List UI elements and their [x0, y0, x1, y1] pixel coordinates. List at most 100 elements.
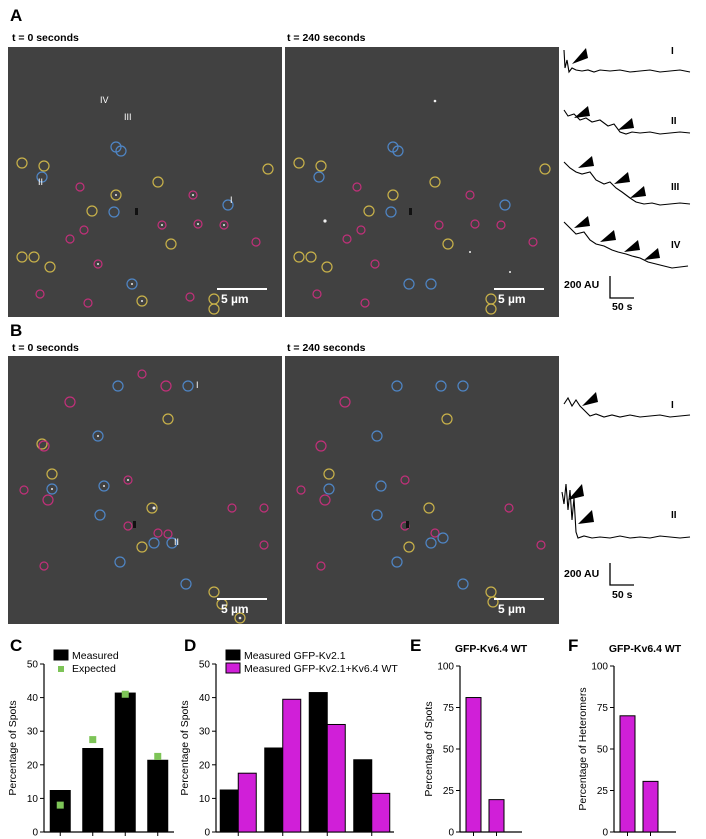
- panel-f-label: F: [568, 636, 579, 655]
- panel-b-scale-text-left: 5 µm: [221, 602, 249, 616]
- chart-d-ytick-label: 0: [204, 828, 210, 839]
- chart-e-ytick-label: 50: [443, 745, 455, 756]
- chart-f-ytick-label: 0: [602, 828, 608, 839]
- chart-f-bar: [642, 780, 659, 833]
- panel-b-image-t240: 5 µm: [285, 356, 559, 624]
- panel-a-amp-scale: 200 AU: [564, 279, 599, 291]
- chart-e-ytick-label: 25: [443, 786, 455, 797]
- chart-d-ytick-label: 50: [199, 660, 211, 671]
- chart-e-ytick-label: 100: [437, 662, 454, 673]
- chart-c-expected-marker: [89, 736, 97, 744]
- chart-c-bar: [49, 790, 71, 832]
- panel-b-left-title: t = 0 seconds: [12, 342, 79, 354]
- panel-a-spot-label-ii: II: [38, 177, 44, 187]
- chart-c-expected-marker: [56, 801, 64, 809]
- chart-c-ytick-label: 30: [27, 727, 39, 738]
- chart-c-ytick-label: 20: [27, 760, 39, 771]
- chart-c-ylabel: Percentage of Spots: [7, 700, 19, 795]
- chart-d-ytick-label: 20: [199, 760, 211, 771]
- chart-c-legend-swatch: [53, 649, 69, 661]
- panel-a-spot-label-iii: III: [124, 112, 132, 122]
- chart-d-legend-label: Measured GFP-Kv2.1+Kv6.4 WT: [244, 663, 398, 675]
- panel-b-scale-bar-left: [217, 598, 267, 600]
- chart-d-bar: [353, 759, 373, 833]
- chart-c-expected-marker: [121, 690, 129, 698]
- panel-a-trace-label-ii: II: [671, 116, 677, 127]
- panel-a-trace-label-iii: III: [671, 182, 680, 193]
- chart-c-ytick-label: 10: [27, 794, 39, 805]
- panel-a-scale-bar-right: [494, 288, 544, 290]
- panel-a-scale-bar-left: [217, 288, 267, 290]
- chart-d-ylabel: Percentage of Spots: [179, 700, 191, 795]
- panel-b-traces: I II 200 AU 50 s: [561, 392, 691, 601]
- chart-d-bar: [326, 723, 346, 833]
- panel-e-label: E: [410, 636, 422, 655]
- chart-e-ytick-label: 0: [448, 828, 454, 839]
- panel-b-image-t0: I II 5 µm: [8, 356, 282, 624]
- chart-c-ytick-label: 50: [27, 660, 39, 671]
- panel-b-trace-label-i: I: [671, 400, 674, 411]
- panel-b-time-scale: 50 s: [612, 589, 633, 601]
- panel-a-spots-t240: [293, 99, 551, 315]
- chart-d-bar: [308, 692, 328, 833]
- chart-c-expected-marker: [154, 752, 162, 760]
- chart-f-ytick-label: 50: [597, 745, 609, 756]
- panel-b-spots-t0: [19, 369, 269, 624]
- chart-f-ytick-label: 100: [591, 662, 608, 673]
- chart-d-legend-swatch: [225, 662, 241, 674]
- chart-d-bar: [371, 792, 391, 833]
- panel-b-amp-scale: 200 AU: [564, 568, 599, 580]
- panel-a-right-title: t = 240 seconds: [287, 32, 366, 44]
- chart-c-legend-label: Measured: [72, 650, 119, 662]
- panel-a-spots-t0: [16, 141, 274, 315]
- chart-c-legend-swatch: [58, 666, 64, 672]
- chart-c-bar: [82, 748, 104, 832]
- panel-b-spots-t240: [296, 380, 546, 608]
- panel-a-label: A: [10, 6, 23, 25]
- panel-a-scale-text-left: 5 µm: [221, 292, 249, 306]
- panel-a-image-t0: IV III II I 5 µm: [8, 47, 282, 317]
- panel-a-spot-label-iv: IV: [100, 95, 109, 105]
- panel-a-traces: I II III IV 200 AU 50 s: [563, 46, 691, 313]
- panel-a-trace-label-i: I: [671, 46, 674, 57]
- chart-e-ytick-label: 75: [443, 703, 455, 714]
- panel-a-left-title: t = 0 seconds: [12, 32, 79, 44]
- chart-d-legend-swatch: [225, 649, 241, 661]
- chart-c-bar: [114, 692, 136, 832]
- panel-b-scale-bar-right: [494, 598, 544, 600]
- chart-e-title: GFP-Kv6.4 WT: [455, 643, 528, 655]
- panel-a-time-scale: 50 s: [612, 301, 633, 313]
- chart-f-ytick-label: 25: [597, 786, 609, 797]
- panel-a-spot-label-i: I: [230, 195, 233, 205]
- panel-b-right-title: t = 240 seconds: [287, 342, 366, 354]
- chart-d-bar: [264, 747, 284, 833]
- chart-c-bar: [147, 759, 169, 832]
- chart-c-legend-label: Expected: [72, 663, 116, 675]
- chart-e-bar: [488, 799, 505, 833]
- chart-f-ylabel: Percentage of Heteromers: [577, 687, 589, 810]
- chart-e-ylabel: Percentage of Spots: [423, 701, 435, 796]
- panel-a-image-t240: 5 µm: [285, 47, 559, 317]
- panel-b-spot-label-i: I: [196, 380, 199, 390]
- chart-d-bar: [219, 789, 239, 833]
- chart-d-ytick-label: 30: [199, 727, 211, 738]
- chart-f-ytick-label: 75: [597, 703, 609, 714]
- panel-d-label: D: [184, 636, 197, 655]
- chart-c-ytick-label: 0: [32, 828, 38, 839]
- panel-b-trace-label-ii: II: [671, 510, 677, 521]
- chart-d-bar: [282, 698, 302, 833]
- panel-a-trace-label-iv: IV: [671, 240, 681, 251]
- chart-f-bar: [619, 715, 636, 833]
- chart-c-ytick-label: 40: [27, 693, 39, 704]
- chart-d-legend-label: Measured GFP-Kv2.1: [244, 650, 346, 662]
- panel-a-scale-text-right: 5 µm: [498, 292, 526, 306]
- chart-d-ytick-label: 40: [199, 693, 211, 704]
- panel-b-label: B: [10, 321, 23, 340]
- chart-d-bar: [237, 772, 257, 833]
- chart-f-title: GFP-Kv6.4 WT: [609, 643, 682, 655]
- panel-c-label: C: [10, 636, 23, 655]
- panel-b-scale-text-right: 5 µm: [498, 602, 526, 616]
- panel-b-spot-label-ii: II: [174, 537, 180, 547]
- chart-e-bar: [465, 697, 482, 833]
